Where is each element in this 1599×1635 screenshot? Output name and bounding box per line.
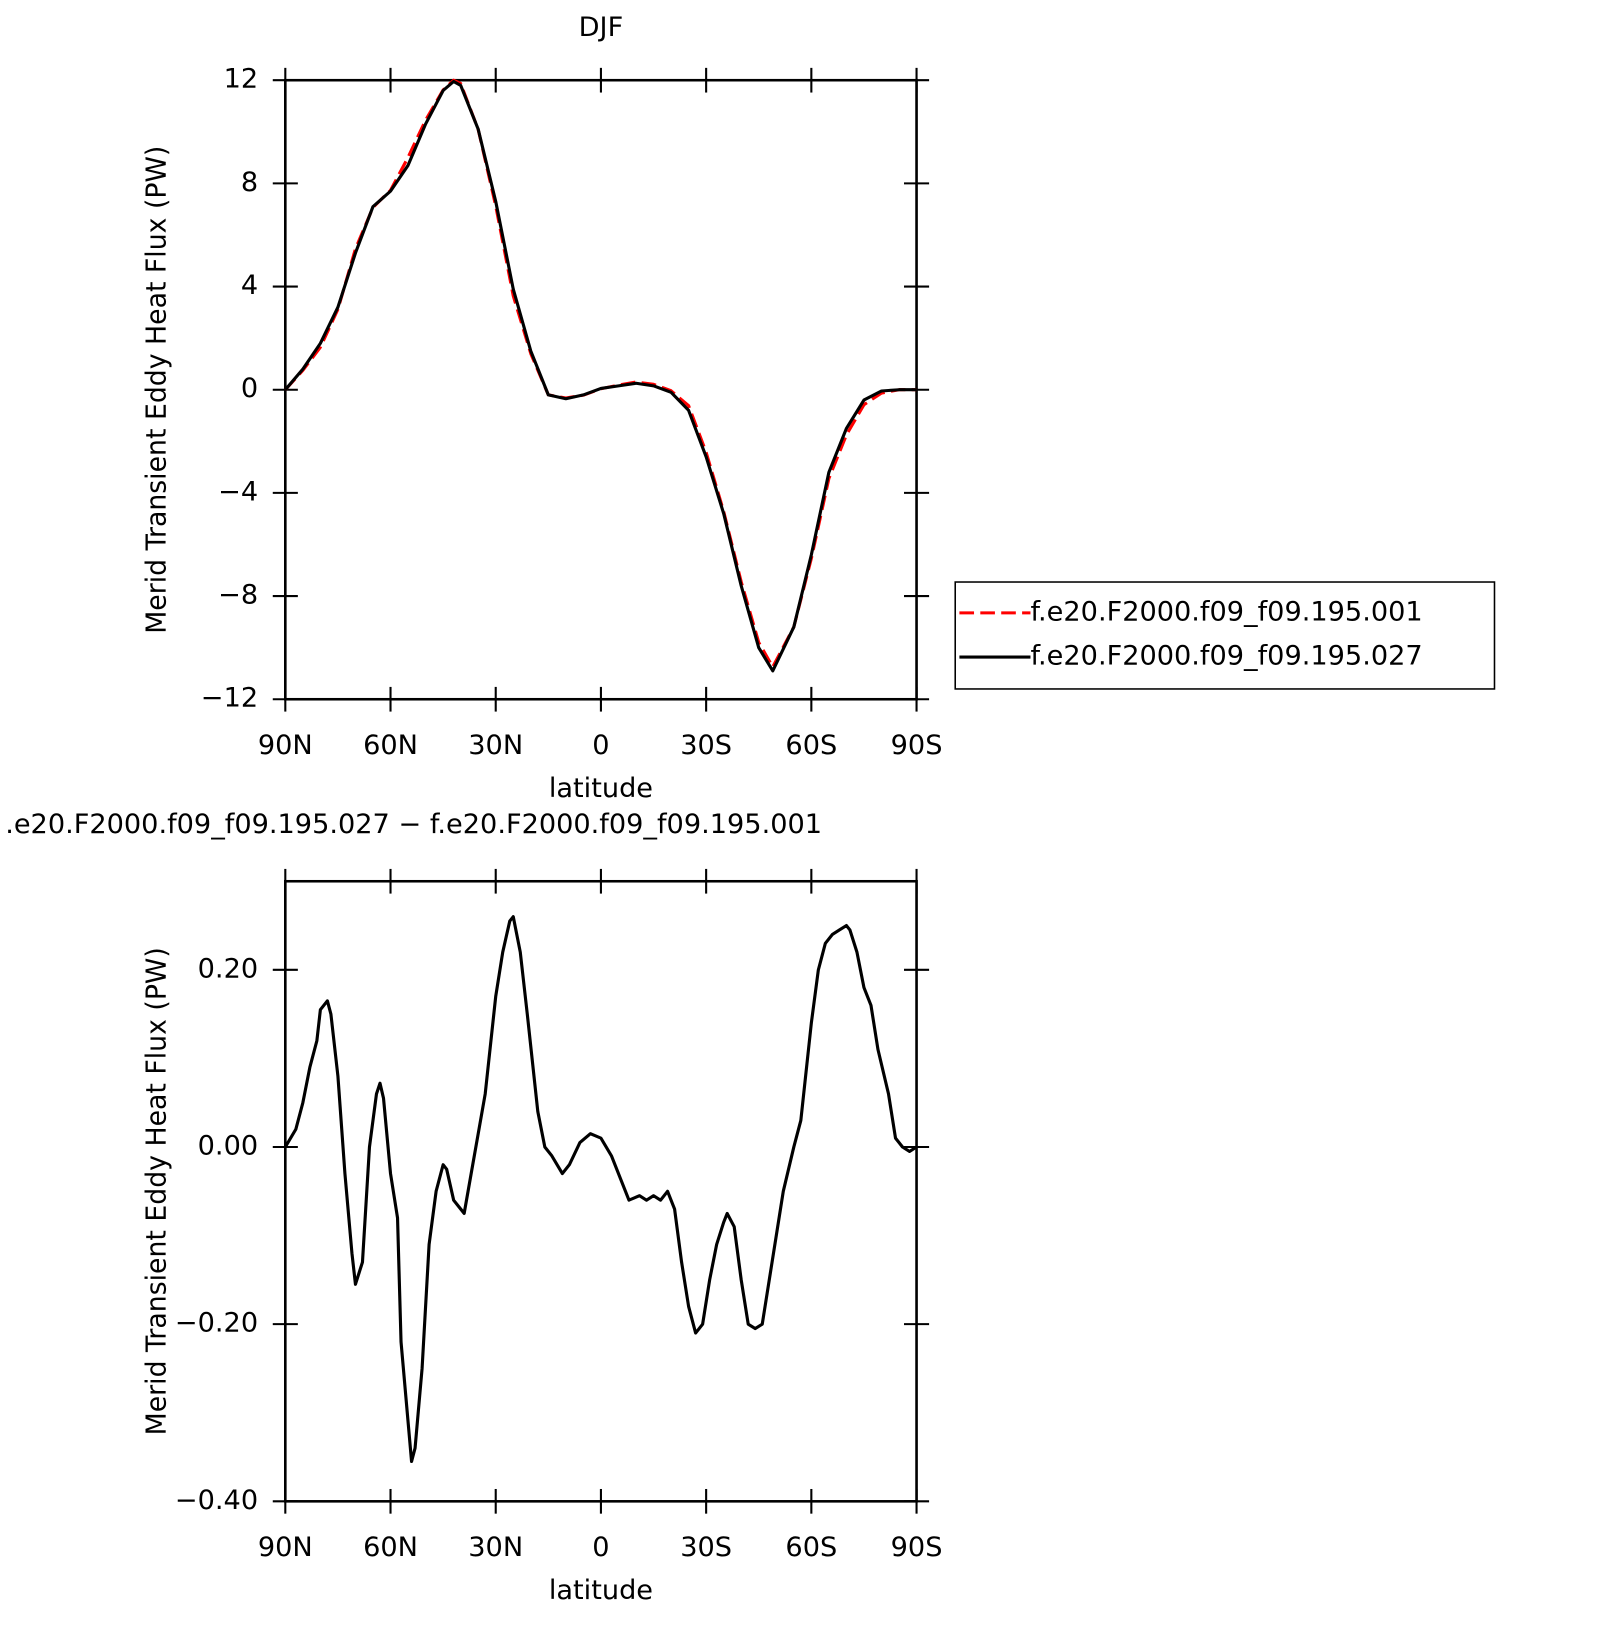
x-tick-label: 90S	[891, 730, 943, 761]
data-line	[284, 79, 917, 673]
x-tick-label: 60S	[785, 1532, 837, 1563]
x-tick-label: 90N	[258, 1532, 313, 1563]
x-tick-label: 60N	[363, 730, 418, 761]
legend-label: f.e20.F2000.f09_f09.195.001	[1030, 597, 1422, 628]
y-tick-label: 12	[224, 64, 259, 95]
y-tick-label: −0.20	[175, 1308, 258, 1339]
y-axis-label: Merid Transient Eddy Heat Flux (PW)	[141, 146, 172, 634]
y-tick-label: −8	[218, 580, 258, 611]
chart-title: DJF	[579, 12, 624, 43]
x-tick-label: 0	[592, 730, 609, 761]
plot-frame	[284, 879, 918, 1503]
x-tick-label: 60N	[363, 1532, 418, 1563]
y-tick-label: −12	[201, 683, 258, 714]
x-tick-label: 60S	[785, 730, 837, 761]
y-tick-label: −0.40	[175, 1485, 258, 1516]
x-tick-label: 30N	[468, 1532, 523, 1563]
y-axis-label: Merid Transient Eddy Heat Flux (PW)	[141, 947, 172, 1435]
y-tick-label: 0.00	[198, 1131, 258, 1162]
y-tick-label: 4	[241, 270, 258, 301]
x-tick-label: 0	[592, 1532, 609, 1563]
x-tick-label: 30S	[680, 730, 732, 761]
chart-title: .e20.F2000.f09_f09.195.027 − f.e20.F2000…	[5, 809, 822, 840]
x-tick-label: 90S	[891, 1532, 943, 1563]
y-tick-label: 8	[241, 167, 258, 198]
y-tick-label: −4	[218, 477, 258, 508]
x-axis-label: latitude	[549, 773, 653, 804]
x-tick-label: 90N	[258, 730, 313, 761]
y-tick-label: 0	[241, 373, 258, 404]
data-line	[283, 915, 918, 1464]
x-axis-label: latitude	[549, 1575, 653, 1606]
data-line	[284, 78, 917, 669]
x-tick-label: 30N	[468, 730, 523, 761]
x-tick-label: 30S	[680, 1532, 732, 1563]
legend-label: f.e20.F2000.f09_f09.195.027	[1030, 641, 1422, 672]
legend-box	[954, 581, 1496, 690]
y-tick-label: 0.20	[198, 953, 258, 984]
